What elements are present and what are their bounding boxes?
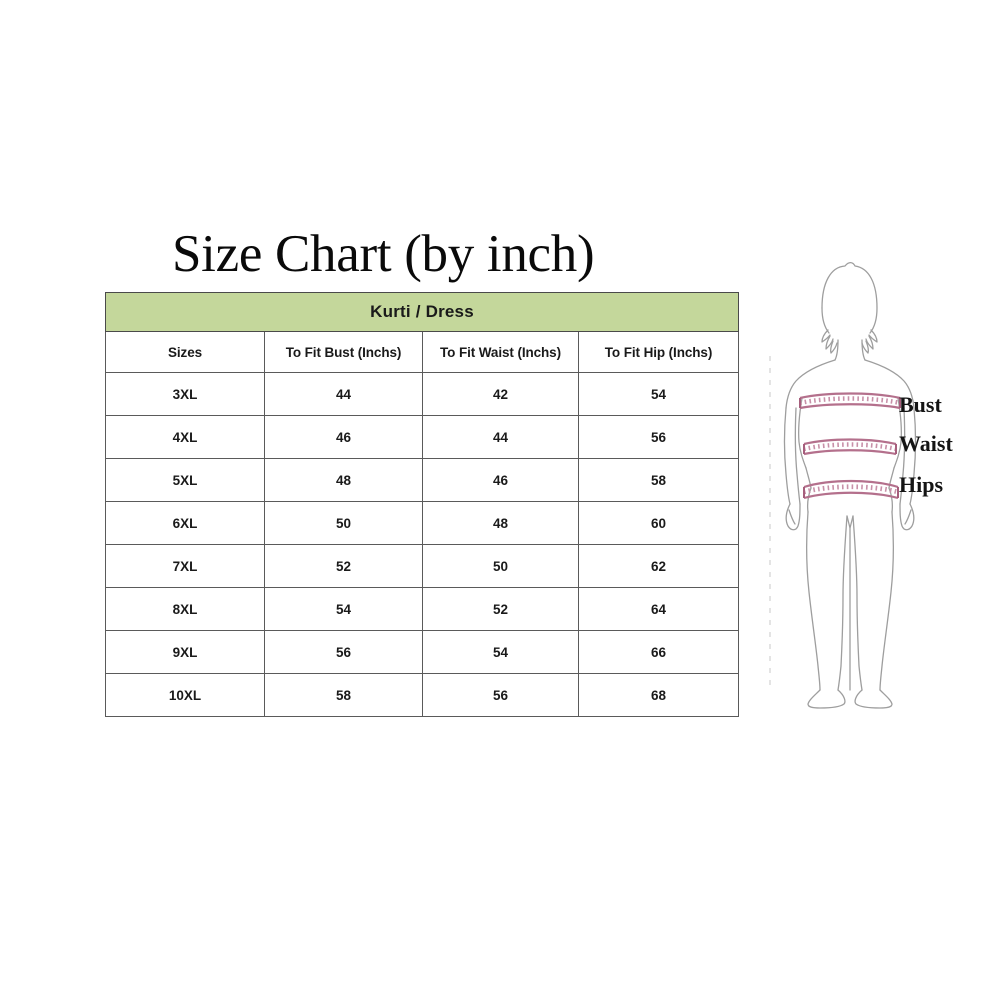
cell-waist: 42	[422, 372, 579, 416]
waist-measure-tape-icon	[803, 438, 897, 456]
table-row: 4XL 46 44 56	[105, 415, 739, 459]
cell-hip: 60	[578, 501, 739, 545]
table-row: 7XL 52 50 62	[105, 544, 739, 588]
cell-bust: 58	[264, 673, 423, 717]
table-row: 8XL 54 52 64	[105, 587, 739, 631]
cell-hip: 58	[578, 458, 739, 502]
cell-hip: 54	[578, 372, 739, 416]
column-header-sizes: Sizes	[105, 331, 265, 373]
cell-size: 9XL	[105, 630, 265, 674]
table-header-row: Sizes To Fit Bust (Inchs) To Fit Waist (…	[105, 331, 739, 373]
cell-size: 8XL	[105, 587, 265, 631]
table-row: 10XL 58 56 68	[105, 673, 739, 717]
cell-waist: 54	[422, 630, 579, 674]
size-chart-table: Kurti / Dress Sizes To Fit Bust (Inchs) …	[105, 292, 739, 717]
measure-label-bust: Bust	[899, 392, 942, 417]
cell-bust: 44	[264, 372, 423, 416]
cell-size: 7XL	[105, 544, 265, 588]
hips-measure-tape-icon	[803, 479, 899, 500]
column-header-bust: To Fit Bust (Inchs)	[264, 331, 423, 373]
table-row: 3XL 44 42 54	[105, 372, 739, 416]
body-outline	[783, 261, 917, 709]
cell-size: 6XL	[105, 501, 265, 545]
table-banner-row: Kurti / Dress	[105, 292, 739, 332]
cell-size: 5XL	[105, 458, 265, 502]
cell-waist: 56	[422, 673, 579, 717]
cell-hip: 56	[578, 415, 739, 459]
cell-waist: 48	[422, 501, 579, 545]
column-header-waist: To Fit Waist (Inchs)	[422, 331, 579, 373]
cell-bust: 56	[264, 630, 423, 674]
cell-bust: 50	[264, 501, 423, 545]
page-title: Size Chart (by inch)	[172, 225, 595, 283]
table-banner-label: Kurti / Dress	[105, 292, 739, 332]
measurement-figure-area: Bust Waist Hips	[752, 248, 1000, 718]
cell-waist: 44	[422, 415, 579, 459]
cell-bust: 46	[264, 415, 423, 459]
cell-bust: 54	[264, 587, 423, 631]
bust-measure-tape-icon	[799, 392, 901, 410]
cell-waist: 46	[422, 458, 579, 502]
cell-bust: 52	[264, 544, 423, 588]
cell-size: 4XL	[105, 415, 265, 459]
measure-label-waist: Waist	[899, 431, 953, 456]
table-row: 6XL 50 48 60	[105, 501, 739, 545]
cell-hip: 64	[578, 587, 739, 631]
cell-hip: 62	[578, 544, 739, 588]
cell-hip: 66	[578, 630, 739, 674]
cell-waist: 52	[422, 587, 579, 631]
table-row: 5XL 48 46 58	[105, 458, 739, 502]
cell-bust: 48	[264, 458, 423, 502]
column-header-hip: To Fit Hip (Inchs)	[578, 331, 739, 373]
measure-label-hips: Hips	[899, 472, 944, 497]
female-body-silhouette-icon	[769, 261, 917, 709]
cell-hip: 68	[578, 673, 739, 717]
table-row: 9XL 56 54 66	[105, 630, 739, 674]
cell-waist: 50	[422, 544, 579, 588]
cell-size: 10XL	[105, 673, 265, 717]
cell-size: 3XL	[105, 372, 265, 416]
